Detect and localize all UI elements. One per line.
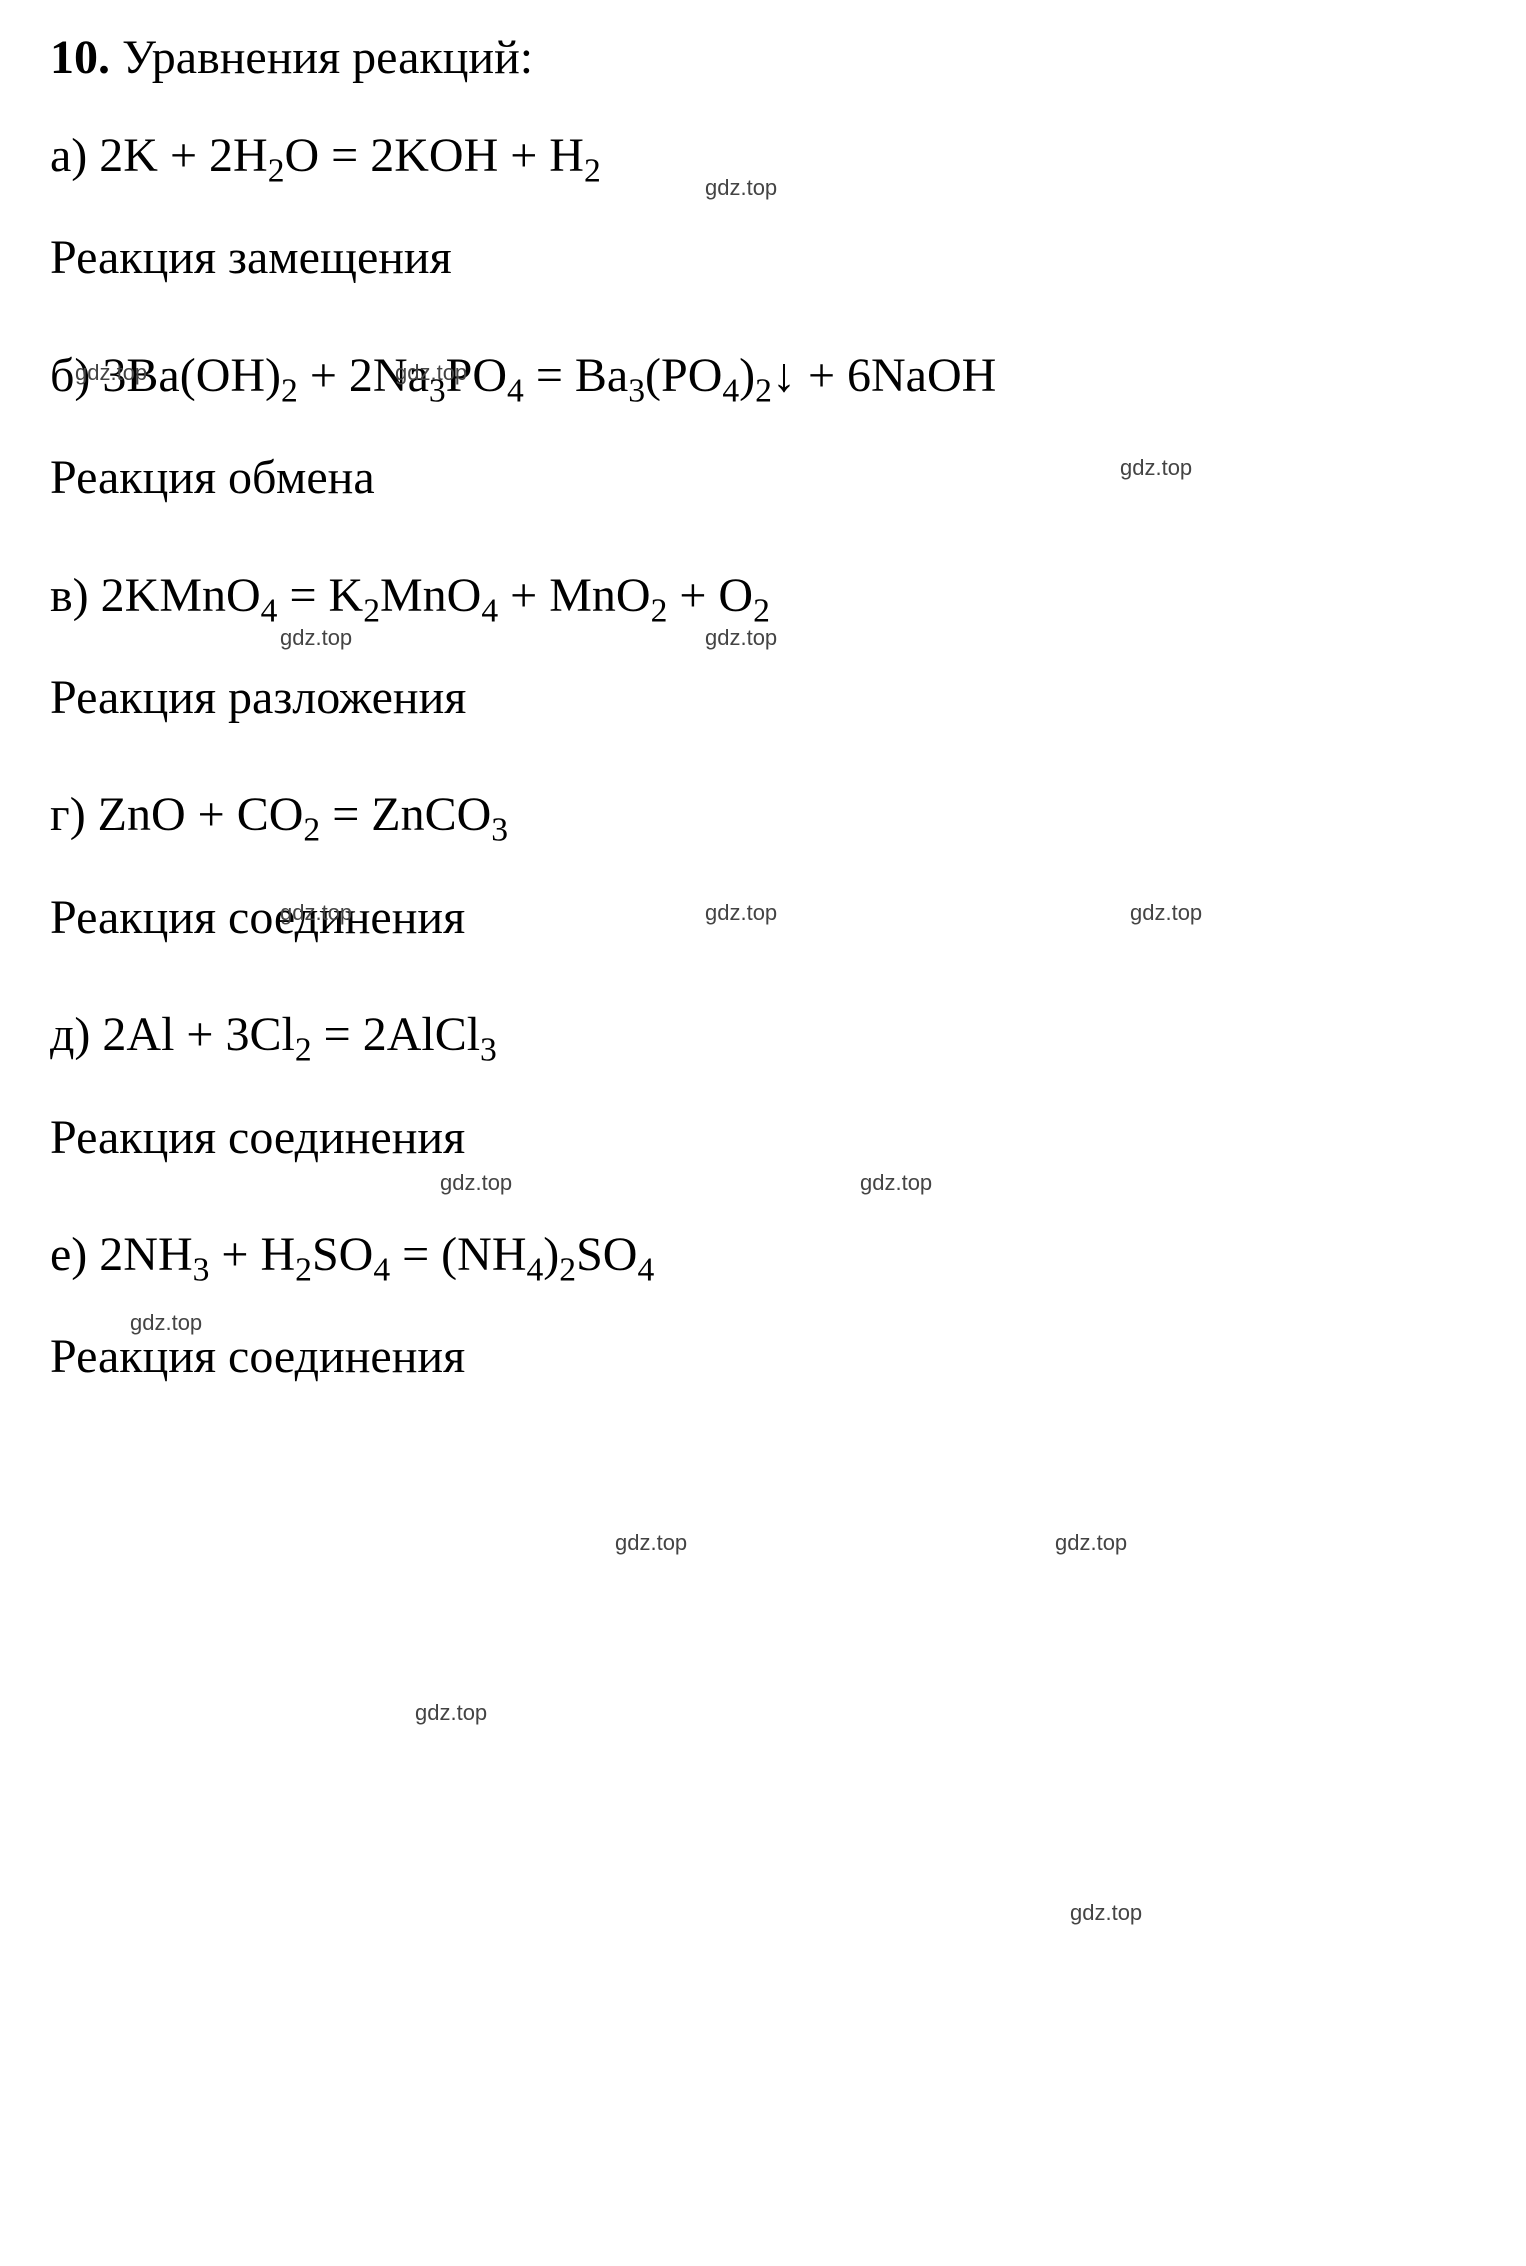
equation-formula: 2NH3 + H2SO4 = (NH4)2SO4 — [99, 1228, 654, 1281]
reaction-type: Реакция обмена — [50, 447, 1476, 509]
equation-line: б) 3Ba(OH)2 + 2Na3PO4 = Ba3(PO4)2↓ + 6Na… — [50, 345, 1476, 407]
equation-formula: ZnO + CO2 = ZnCO3 — [98, 788, 508, 841]
equation-label: а) — [50, 129, 87, 182]
reaction-type: Реакция разложения — [50, 667, 1476, 729]
equation-label: в) — [50, 569, 89, 622]
equation-label: г) — [50, 788, 86, 841]
document-content: 10. Уравнения реакций: а) 2K + 2H2O = 2K… — [50, 30, 1476, 1389]
equation-block-b: б) 3Ba(OH)2 + 2Na3PO4 = Ba3(PO4)2↓ + 6Na… — [50, 345, 1476, 510]
reaction-type: Реакция соединения — [50, 887, 1476, 949]
equation-line: е) 2NH3 + H2SO4 = (NH4)2SO4 — [50, 1224, 1476, 1286]
equation-block-e: е) 2NH3 + H2SO4 = (NH4)2SO4 Реакция соед… — [50, 1224, 1476, 1389]
equation-block-d: д) 2Al + 3Cl2 = 2AlCl3 Реакция соединени… — [50, 1004, 1476, 1169]
reaction-type: Реакция замещения — [50, 227, 1476, 289]
equation-formula: 3Ba(OH)2 + 2Na3PO4 = Ba3(PO4)2↓ + 6NaOH — [102, 349, 996, 402]
equation-block-v: в) 2KMnO4 = K2MnO4 + MnO2 + O2 Реакция р… — [50, 565, 1476, 730]
equation-label: д) — [50, 1008, 90, 1061]
equation-label: е) — [50, 1228, 87, 1281]
equation-block-a: а) 2K + 2H2O = 2KOH + H2 Реакция замещен… — [50, 125, 1476, 290]
equation-formula: 2Al + 3Cl2 = 2AlCl3 — [102, 1008, 496, 1061]
watermark: gdz.top — [615, 1530, 687, 1556]
equation-line: а) 2K + 2H2O = 2KOH + H2 — [50, 125, 1476, 187]
reaction-type: Реакция соединения — [50, 1326, 1476, 1388]
watermark: gdz.top — [415, 1700, 487, 1726]
title-number: 10. — [50, 31, 110, 84]
equation-formula: 2K + 2H2O = 2KOH + H2 — [99, 129, 600, 182]
equation-formula: 2KMnO4 = K2MnO4 + MnO2 + O2 — [101, 569, 770, 622]
equation-line: г) ZnO + CO2 = ZnCO3 — [50, 784, 1476, 846]
reaction-type: Реакция соединения — [50, 1107, 1476, 1169]
equation-label: б) — [50, 349, 90, 402]
equation-block-g: г) ZnO + CO2 = ZnCO3 Реакция соединения — [50, 784, 1476, 949]
equation-line: д) 2Al + 3Cl2 = 2AlCl3 — [50, 1004, 1476, 1066]
watermark: gdz.top — [1055, 1530, 1127, 1556]
title-line: 10. Уравнения реакций: — [50, 30, 1476, 85]
title-text: Уравнения реакций: — [110, 31, 533, 84]
watermark: gdz.top — [1070, 1900, 1142, 1926]
equation-line: в) 2KMnO4 = K2MnO4 + MnO2 + O2 — [50, 565, 1476, 627]
